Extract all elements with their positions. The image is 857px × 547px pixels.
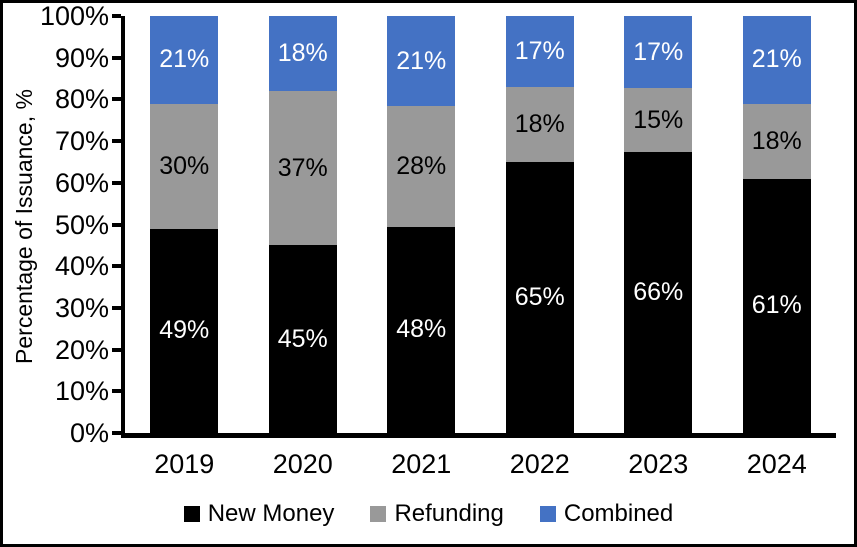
bar-segment-refunding-2023: 15%	[624, 88, 693, 153]
stacked-bar-2022: 17% 18% 65%	[505, 16, 574, 433]
x-axis-label-2021: 2021	[391, 449, 452, 479]
stacked-bar-2021: 21% 28% 48%	[387, 16, 456, 433]
legend-swatch-new-money	[183, 506, 200, 522]
bar-segment-refunding-2019: 30%	[150, 103, 219, 229]
bar-segment-combined-2022: 17%	[505, 16, 574, 87]
bar-value-label: 18%	[277, 39, 328, 68]
bar-group-2019: 21% 30% 49%	[125, 16, 244, 433]
y-axis-tick-mark	[112, 97, 121, 102]
bar-value-label: 30%	[159, 151, 210, 180]
plot-area: 21% 30% 49% 18% 37% 45% 21% 28% 48% 17% 18% 65% 17% 1…	[121, 16, 836, 438]
y-axis-tick-label: 100%	[39, 1, 109, 31]
x-axis-label-2020: 2020	[272, 449, 333, 479]
bar-segment-refunding-2022: 18%	[505, 86, 574, 162]
bar-segment-new-money-2020: 45%	[268, 245, 337, 433]
bar-value-label: 37%	[277, 153, 328, 182]
bar-group-2022: 17% 18% 65%	[481, 16, 600, 433]
y-axis-tick-label: 10%	[54, 376, 109, 407]
stacked-bar-2019: 21% 30% 49%	[150, 16, 219, 433]
bar-group-2021: 21% 28% 48%	[362, 16, 481, 433]
bar-value-label: 28%	[396, 151, 447, 180]
x-axis-label-2019: 2019	[154, 449, 215, 479]
bar-segment-refunding-2021: 28%	[387, 106, 456, 227]
y-axis-tick-label: 80%	[54, 84, 109, 115]
bar-segment-refunding-2024: 18%	[742, 103, 811, 179]
y-axis-tick-mark	[112, 55, 121, 60]
y-axis-tick-mark	[112, 389, 121, 394]
y-axis-tick-label: 40%	[54, 251, 109, 282]
stacked-bar-2024: 21% 18% 61%	[742, 16, 811, 433]
bar-group-2020: 18% 37% 45%	[244, 16, 363, 433]
bar-group-2023: 17% 15% 66%	[599, 16, 718, 433]
bar-value-label: 21%	[159, 45, 210, 74]
y-axis-tick-label: 20%	[54, 334, 109, 365]
y-axis-tick-mark	[112, 264, 121, 269]
y-axis-tick-label: 90%	[54, 42, 109, 73]
y-axis-tick-mark	[112, 222, 121, 227]
y-axis-tick-mark	[112, 139, 121, 144]
bar-segment-combined-2021: 21%	[387, 16, 456, 107]
bar-segment-new-money-2024: 61%	[742, 178, 811, 433]
bar-segment-combined-2020: 18%	[268, 16, 337, 92]
bar-value-label: 61%	[751, 291, 802, 320]
y-axis-tick-label: 0%	[69, 418, 109, 448]
legend-label: New Money	[207, 500, 335, 527]
y-axis-tick-mark	[112, 14, 121, 18]
bar-value-label: 17%	[514, 36, 565, 65]
bar-segment-combined-2024: 21%	[742, 16, 811, 104]
y-axis-tick-label: 50%	[54, 209, 109, 240]
x-axis-label-2023: 2023	[628, 449, 689, 479]
bar-segment-new-money-2023: 66%	[624, 152, 693, 433]
legend-item-combined: Combined	[539, 500, 674, 528]
legend-item-refunding: Refunding	[370, 500, 504, 528]
y-axis-tick-label: 60%	[54, 167, 109, 198]
bar-segment-combined-2019: 21%	[150, 16, 219, 104]
stacked-bar-2023: 17% 15% 66%	[624, 16, 693, 433]
bar-value-label: 21%	[751, 45, 802, 74]
y-axis-tick-label: 30%	[54, 292, 109, 323]
bar-value-label: 17%	[633, 37, 684, 66]
x-axis-label-2024: 2024	[746, 449, 807, 479]
bar-value-label: 65%	[514, 282, 565, 311]
stacked-bar-2020: 18% 37% 45%	[268, 16, 337, 433]
y-axis-tick-mark	[112, 347, 121, 352]
y-axis-tick-mark	[112, 431, 121, 435]
legend: New Money Refunding Combined	[3, 500, 854, 528]
bar-value-label: 49%	[159, 316, 210, 345]
bar-segment-refunding-2020: 37%	[268, 91, 337, 246]
y-axis-tick-label: 70%	[54, 126, 109, 157]
bar-value-label: 48%	[396, 315, 447, 344]
bar-value-label: 21%	[396, 46, 447, 75]
legend-item-new-money: New Money	[183, 500, 335, 528]
legend-swatch-combined	[539, 506, 556, 522]
bar-value-label: 45%	[277, 324, 328, 353]
bar-value-label: 18%	[751, 126, 802, 155]
bar-value-label: 18%	[514, 109, 565, 138]
bar-group-2024: 21% 18% 61%	[718, 16, 837, 433]
legend-label: Refunding	[394, 500, 504, 527]
bar-value-label: 15%	[633, 105, 684, 134]
x-axis-labels: 2019 2020 2021 2022 2023 2024	[125, 450, 836, 478]
x-axis-label-2022: 2022	[509, 449, 570, 479]
bar-segment-new-money-2019: 49%	[150, 228, 219, 433]
legend-swatch-refunding	[370, 506, 387, 522]
legend-label: Combined	[563, 500, 674, 527]
y-axis-tick-mark	[112, 180, 121, 185]
bar-segment-new-money-2021: 48%	[387, 226, 456, 433]
bar-segment-new-money-2022: 65%	[505, 161, 574, 433]
bar-segment-combined-2023: 17%	[624, 16, 693, 89]
bar-value-label: 66%	[633, 278, 684, 307]
y-axis-tick-mark	[112, 305, 121, 310]
